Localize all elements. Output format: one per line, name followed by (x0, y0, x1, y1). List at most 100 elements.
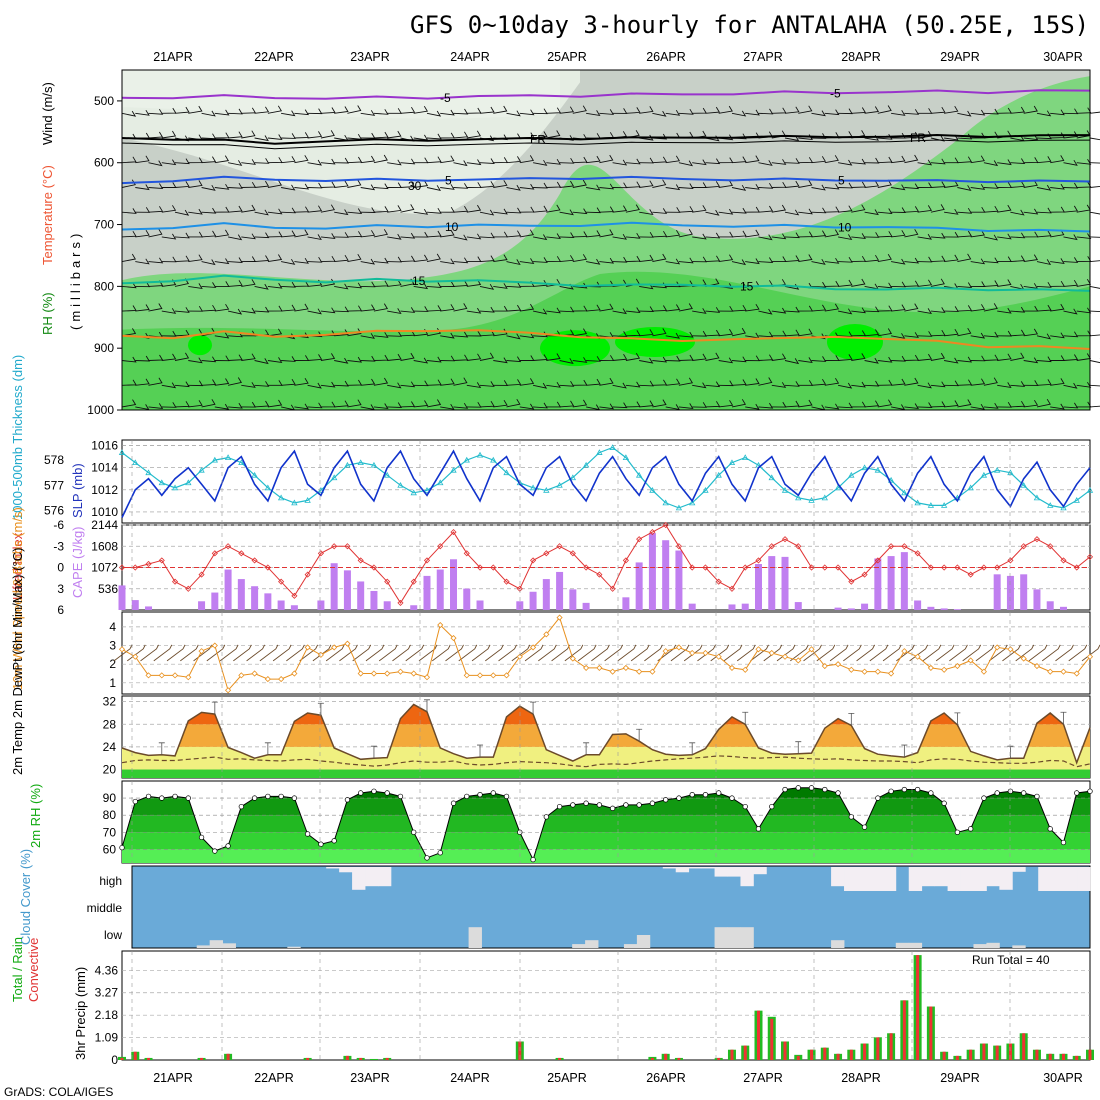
rh-point (384, 790, 390, 796)
thickness-point (1020, 481, 1027, 488)
wind-barb (652, 356, 668, 363)
lifted-axis-label: Lifted Index (10, 532, 25, 600)
wind-barb (970, 304, 986, 312)
wind10-point (675, 644, 682, 651)
wind-barb (572, 105, 587, 114)
wind-barb (201, 399, 216, 408)
wind-barb (665, 229, 681, 238)
wind-barb (798, 254, 813, 263)
rh-point (503, 793, 510, 800)
wind-barb (612, 205, 628, 213)
wind-barb (864, 306, 880, 313)
wind-barb (930, 329, 946, 337)
cloud-high-bar (869, 867, 884, 891)
wind10-point (941, 666, 948, 673)
wind10-barb (431, 644, 451, 662)
wind-barb (970, 155, 985, 164)
wind-barb (930, 135, 945, 142)
wind-barb (599, 257, 615, 264)
wind-barb (877, 328, 893, 337)
lifted-point (410, 578, 417, 585)
cape-bar (1033, 589, 1041, 610)
cloud-low-bar (585, 940, 599, 948)
lifted-point (888, 543, 895, 550)
wind-barb (1050, 183, 1065, 190)
cape-bar (688, 603, 696, 610)
wind-barb (970, 258, 986, 265)
wind-barb (572, 254, 588, 263)
precip-convective-bar (359, 1057, 363, 1060)
wind-barb (161, 308, 177, 314)
lifted-point (927, 564, 934, 571)
thickness-point (224, 454, 232, 461)
thickness-point (370, 461, 378, 468)
cloud-frame (131, 865, 1091, 949)
wind-barb (121, 399, 137, 408)
wind-barb (731, 304, 747, 312)
cape-bar (728, 604, 736, 610)
wind-barb (1010, 209, 1025, 216)
wind-barb (479, 255, 495, 263)
wind-barb (426, 185, 442, 191)
wind-barb (148, 183, 164, 190)
lifted-point (675, 543, 682, 550)
lifted-point (530, 557, 537, 564)
cape-bar (529, 591, 537, 610)
wind-barb (387, 233, 402, 240)
wind-barb (917, 308, 932, 315)
wind-barb (1063, 308, 1078, 315)
cape-bar (781, 556, 789, 610)
wind-barb (705, 401, 721, 408)
wind-barb (917, 382, 932, 389)
rh-saturated-blob (188, 335, 212, 356)
wind-barb (201, 356, 217, 363)
wind-barb (201, 110, 216, 117)
wind10-barb (471, 644, 491, 662)
lifted-point (1020, 543, 1027, 550)
wind-barb (745, 258, 760, 265)
wind10-point (384, 670, 391, 677)
rh-point (225, 843, 231, 849)
wind-barb (811, 207, 827, 214)
wind-barb (121, 305, 137, 312)
date-label-bottom: 27APR (743, 1071, 783, 1085)
pressure-tick-label: 1000 (87, 403, 114, 417)
wind-barb (440, 304, 455, 312)
cape-bar (211, 592, 219, 610)
wind-barb (228, 205, 243, 213)
wind10-barb (644, 644, 663, 662)
wind-barb (851, 278, 866, 287)
wind-barb (1063, 402, 1079, 409)
rh-point (570, 802, 576, 808)
wind10-barb (697, 644, 716, 662)
wind-barb (957, 305, 973, 312)
thickness-point (251, 471, 258, 478)
wind10-point (503, 672, 510, 679)
lifted-point (291, 592, 298, 599)
cloud-high-bar (908, 867, 923, 891)
wind-barb (1089, 162, 1100, 164)
wind-barb (692, 382, 707, 389)
wind-barb (877, 356, 893, 363)
wind-barb (121, 253, 137, 263)
wind-barb (652, 156, 668, 164)
lifted-point (1033, 536, 1041, 543)
precip-convective-bar (306, 1057, 310, 1060)
precip-convective-bar (385, 1057, 389, 1060)
wind-barb (294, 229, 309, 238)
wind-barb (188, 400, 203, 408)
wind-barb (400, 204, 415, 213)
wind-legend-label: Wind (m/s) (40, 82, 55, 145)
wind-barb (135, 184, 150, 191)
wind-barb (493, 357, 508, 364)
cloud-high-bar (856, 867, 871, 891)
wind10-point (171, 672, 179, 679)
thickness-point (596, 449, 603, 455)
wind-barb (917, 402, 933, 408)
cape-bar (754, 564, 762, 610)
rh-point (782, 786, 788, 793)
wind-barb (148, 228, 163, 238)
wind-barb (1063, 354, 1079, 361)
wind10-barb (617, 644, 637, 662)
isotherm-line (121, 221, 1091, 233)
